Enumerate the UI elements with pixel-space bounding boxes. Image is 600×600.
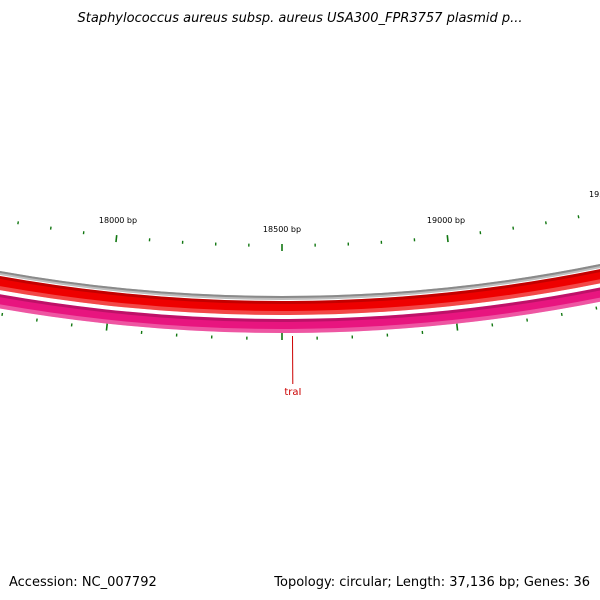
minor-ticks <box>1 215 598 340</box>
major-tick-outer <box>115 235 118 243</box>
tick-label: 18000 bp <box>99 216 137 225</box>
genome-summary: Topology: circular; Length: 37,136 bp; G… <box>273 575 590 590</box>
gene-labels: traHtraI <box>284 335 301 398</box>
gene-highlight <box>0 279 600 315</box>
major-tick-inner <box>456 323 459 331</box>
accession-label: Accession: NC_007792 <box>9 575 157 590</box>
backbone-ring-shadow <box>0 263 600 300</box>
minor-tick-outer <box>544 221 547 225</box>
major-tick-inner <box>105 323 108 331</box>
gene-traI-forward <box>0 269 600 315</box>
minor-tick-inner <box>560 312 563 317</box>
tick-label: 19000 bp <box>427 216 465 225</box>
gene-features <box>0 269 600 333</box>
gene-traI-reverse <box>0 287 600 333</box>
major-tick-outer <box>446 235 449 243</box>
gene-label-traI: traI <box>284 387 301 398</box>
minor-tick-inner <box>595 306 598 310</box>
major-ticks <box>105 235 459 340</box>
map-title: Staphylococcus aureus subsp. aureus USA3… <box>78 11 523 26</box>
minor-tick-outer <box>577 215 580 219</box>
tick-label: 18500 bp <box>263 225 301 234</box>
tick-label: 19500 bp <box>589 190 600 199</box>
gene-highlight <box>0 297 600 333</box>
minor-tick-inner <box>1 312 4 317</box>
minor-tick-outer <box>17 221 20 225</box>
backbone-ring <box>0 263 600 298</box>
